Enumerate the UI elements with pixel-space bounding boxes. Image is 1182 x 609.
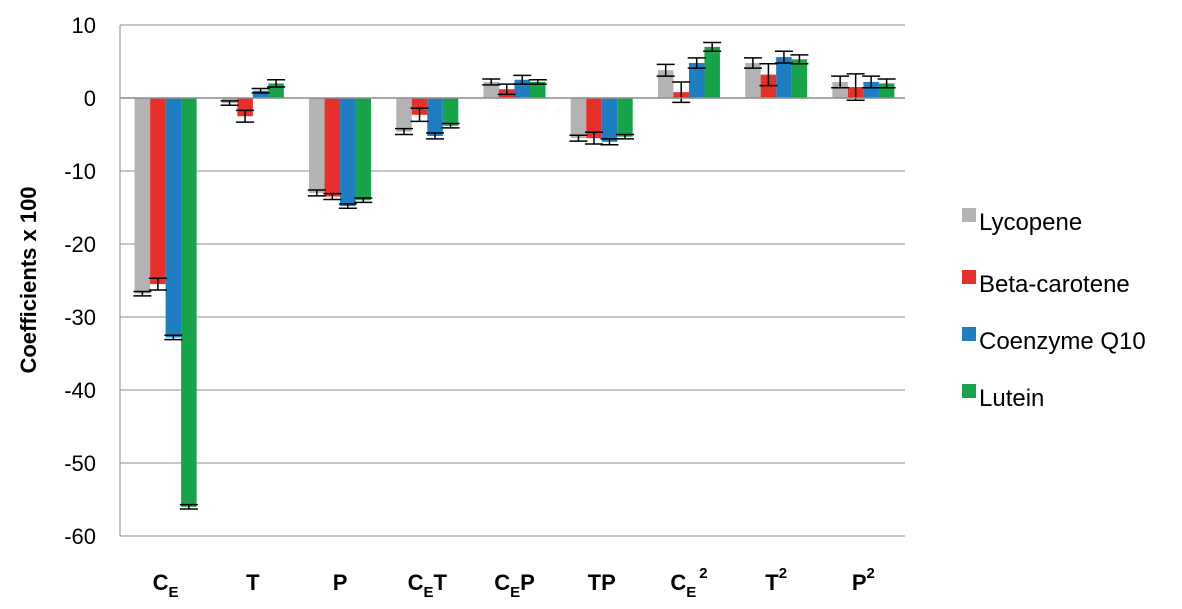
legend-swatch	[962, 327, 976, 341]
x-category-label: CET	[408, 570, 448, 601]
legend: Lycopene Beta-carotene Coenzyme Q10 Lutein	[962, 208, 1146, 412]
bar	[688, 62, 705, 98]
y-tick-label: 0	[84, 86, 96, 111]
y-tick-label: -10	[64, 159, 96, 184]
bar	[530, 81, 546, 98]
x-category-label: CE2	[670, 565, 707, 601]
bar	[617, 98, 633, 137]
bar	[745, 62, 761, 98]
legend-swatch	[962, 208, 976, 222]
y-axis-label: Coefficients x 100	[16, 186, 41, 373]
y-tick-label: -60	[64, 524, 96, 549]
x-category-label: P2	[852, 565, 875, 595]
bar	[776, 57, 792, 98]
bar	[704, 46, 720, 98]
y-tick-label: -50	[64, 451, 96, 476]
bar	[237, 98, 253, 117]
x-category-label: CE	[153, 570, 179, 601]
bar	[863, 81, 879, 98]
legend-swatch	[962, 384, 976, 398]
bar	[165, 98, 182, 338]
bar	[601, 98, 618, 142]
bar-layer	[134, 46, 895, 507]
x-category-label: P	[333, 570, 348, 595]
x-category-label: CEP	[494, 570, 535, 601]
bar	[252, 90, 269, 98]
legend-label: Coenzyme Q10	[979, 328, 1146, 355]
bar	[483, 81, 499, 98]
y-tick-label: -20	[64, 232, 96, 257]
bar	[150, 98, 166, 285]
bar	[396, 98, 412, 132]
legend-swatch	[962, 270, 976, 284]
y-tick-label: 10	[72, 13, 96, 38]
error-layer	[133, 41, 896, 510]
legend-label: Lycopene	[979, 209, 1082, 236]
bar	[586, 98, 602, 139]
bar	[411, 98, 428, 115]
bar	[427, 98, 443, 136]
bar	[324, 98, 341, 197]
x-category-label: T2	[765, 565, 787, 595]
legend-label: Lutein	[979, 385, 1044, 412]
bar	[791, 59, 808, 98]
bar	[832, 81, 848, 98]
legend-label: Beta-carotene	[979, 271, 1130, 298]
y-tick-label: -30	[64, 305, 96, 330]
bar	[340, 98, 356, 207]
x-category-label: TP	[588, 570, 616, 595]
bar	[309, 98, 325, 193]
x-category-label: T	[246, 570, 260, 595]
bar	[442, 98, 459, 126]
bar	[657, 70, 674, 98]
bar	[570, 98, 587, 139]
y-tick-label: -40	[64, 378, 96, 403]
bar	[134, 98, 151, 294]
bar	[355, 98, 372, 201]
bar	[181, 98, 197, 507]
